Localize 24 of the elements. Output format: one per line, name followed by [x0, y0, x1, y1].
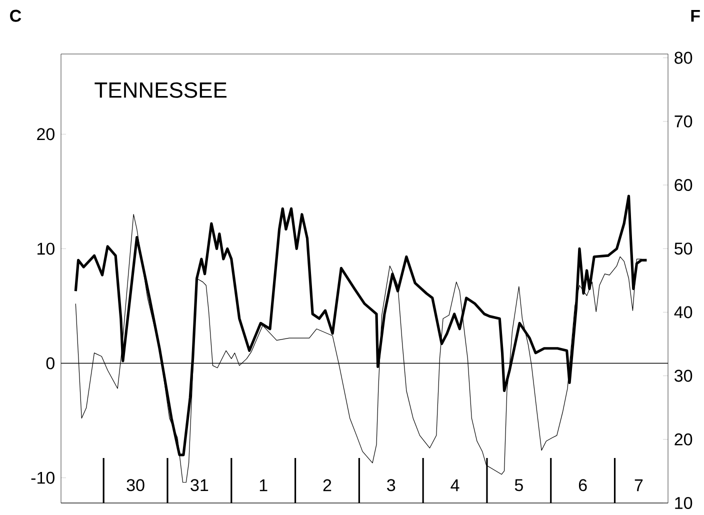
y2-tick-label: 40 — [674, 306, 692, 318]
x-tick-label: 30 — [126, 479, 144, 492]
y-tick-label: 20 — [37, 128, 54, 140]
y2-tick-label: 60 — [674, 178, 692, 192]
y2-tick-label: 50 — [674, 242, 692, 255]
y2-tick-label: 30 — [674, 370, 692, 382]
y2-tick-label: 20 — [674, 433, 692, 446]
y2-tick-label: 10 — [675, 496, 692, 510]
y2-axis-title: F — [691, 10, 700, 22]
x-tick-label: 3 — [387, 479, 396, 492]
y-tick-label: -10 — [31, 472, 54, 484]
y-tick-label: 10 — [38, 242, 54, 255]
y-tick-label: 0 — [46, 357, 54, 370]
x-tick-label: 31 — [190, 479, 208, 492]
x-tick-label: 5 — [514, 479, 523, 492]
text: TENNESSEE — [94, 82, 226, 98]
x-tick-label: 7 — [634, 479, 643, 492]
y2-tick-label: 80 — [674, 52, 692, 64]
x-tick-label: 2 — [323, 479, 332, 492]
x-tick-label: 6 — [578, 479, 587, 492]
y-axis-title: C — [10, 10, 22, 22]
x-tick-label: 1 — [260, 479, 268, 492]
y2-tick-label: 70 — [674, 115, 692, 128]
x-tick-label: 4 — [450, 479, 460, 492]
